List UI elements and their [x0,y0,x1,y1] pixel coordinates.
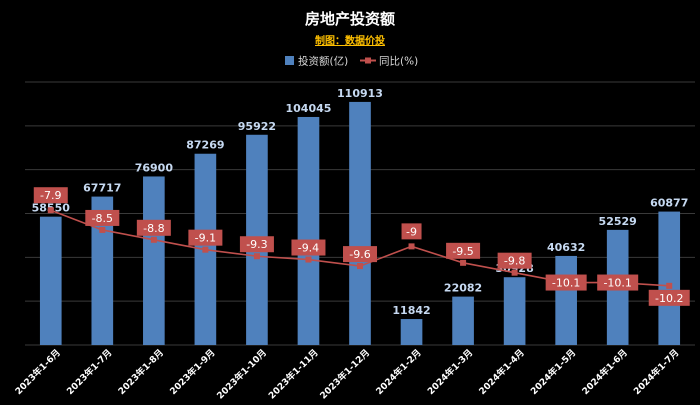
bar [349,101,371,345]
line-value-label: -9.4 [298,242,319,255]
line-value-label: -10.1 [603,277,631,290]
chart-subtitle: 制图：数据价投 [315,34,385,47]
line-value-label-box [136,219,171,236]
bar [297,116,320,345]
bar [400,319,423,345]
line-value-label: -9.6 [349,248,370,261]
legend: 投资额(亿) 同比(%) [285,55,418,68]
legend-line-marker [365,57,371,64]
line-value-label-box [188,229,223,246]
line-value-label: -9.3 [246,238,267,251]
line-marker [253,253,260,260]
line-value-labels: -7.9 -8.5 -8.8 -9.1 -9.3 -9.4 -9.6 -9 -9.5 -9.8 -1… [33,187,690,306]
bar [91,196,114,345]
bar [658,211,681,345]
line-value-label: -10.2 [655,292,683,305]
bar-value-label: 60877 [650,197,688,210]
line-value-label-box [33,187,68,204]
line-value-label: -9.8 [504,255,525,268]
line-value-label: -8.8 [143,222,164,235]
bar [39,216,62,345]
line-marker [408,243,415,250]
line-marker [150,236,157,243]
bar-value-label: 95922 [238,120,276,133]
bar [555,255,577,345]
bar-value-label: 76900 [135,161,174,174]
line-value-label-box [239,236,274,253]
line-value-label-box [648,289,690,306]
line-value-label: -9.1 [195,232,216,245]
line-marker [357,263,363,270]
line-marker [99,226,106,233]
bar-value-label: 104045 [285,102,331,115]
chart-title: 房地产投资额 [305,10,395,28]
line-value-label: -9 [406,225,417,238]
legend-bar-label: 投资额(亿) [298,55,348,68]
legend-line-label: 同比(%) [379,55,418,68]
bar [503,277,526,345]
line-value-label: -7.9 [40,189,61,202]
bar-value-label: 52529 [599,215,637,228]
bar-value-label: 110913 [337,87,383,100]
line-value-label-box [597,274,639,291]
bar-value-label: 87269 [186,139,224,152]
bar [452,296,474,345]
line-marker [305,256,312,263]
line-marker [666,282,673,289]
bar-value-labels: 5855067717769008726995922104045110913118… [32,87,689,317]
line-marker [460,259,467,266]
line-value-label-box [545,274,587,291]
line-value-label-box [497,252,532,269]
line-value-label-box [343,246,377,263]
line-value-label: -8.5 [92,212,113,225]
legend-bar-swatch [285,56,294,65]
line-marker [202,246,209,253]
line-value-label-box [291,239,326,256]
bar-value-label: 40632 [547,241,585,254]
bar-value-label: 22082 [444,282,482,295]
line-value-label: -10.1 [552,277,580,290]
line-marker [511,269,518,276]
line-value-label-box [85,209,120,226]
bar [143,176,165,345]
line-marker [47,207,54,214]
line-value-label-box [446,242,481,259]
bar-value-label: 11842 [392,304,430,317]
line-value-label-box [401,223,422,240]
bar-value-label: 67717 [83,182,121,195]
line-value-label: -9.5 [452,245,473,258]
